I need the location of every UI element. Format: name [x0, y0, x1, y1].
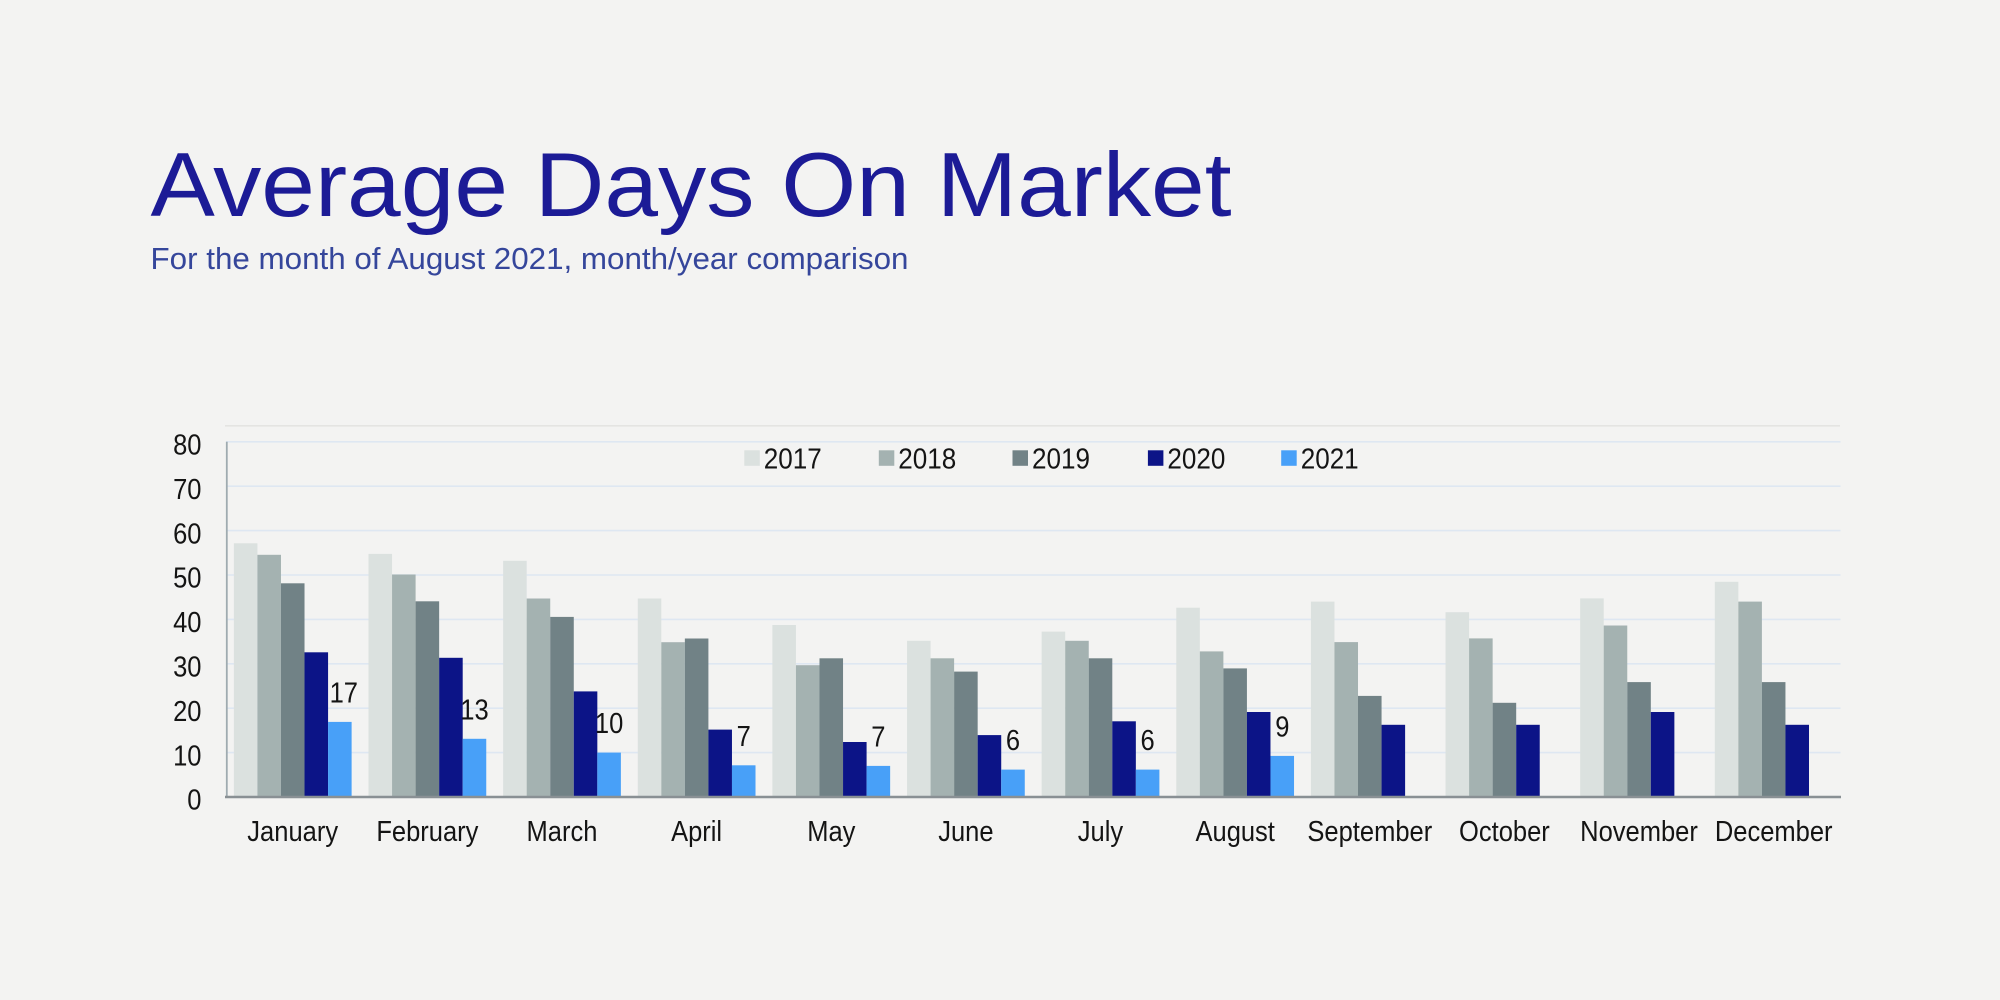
svg-text:10: 10	[595, 708, 623, 740]
svg-text:6: 6	[1141, 725, 1155, 757]
svg-text:February: February	[376, 816, 479, 848]
svg-text:2021: 2021	[1301, 444, 1359, 476]
svg-text:January: January	[247, 816, 338, 848]
svg-text:2019: 2019	[1032, 444, 1090, 476]
svg-text:September: September	[1307, 816, 1432, 848]
svg-text:80: 80	[173, 430, 201, 462]
svg-text:October: October	[1459, 816, 1550, 848]
svg-text:March: March	[527, 816, 598, 848]
svg-text:May: May	[807, 816, 856, 848]
svg-text:60: 60	[173, 518, 201, 550]
svg-text:13: 13	[460, 694, 488, 726]
svg-text:December: December	[1715, 816, 1833, 848]
svg-text:For the month of August 2021,: For the month of August 2021, month/year…	[151, 241, 909, 276]
svg-text:20: 20	[173, 696, 201, 728]
svg-text:50: 50	[173, 563, 201, 595]
svg-text:2020: 2020	[1167, 444, 1225, 476]
svg-text:10: 10	[173, 740, 201, 772]
svg-text:9: 9	[1275, 712, 1289, 744]
svg-text:17: 17	[330, 678, 358, 710]
svg-text:7: 7	[737, 721, 751, 753]
svg-text:6: 6	[1006, 725, 1020, 757]
svg-text:2018: 2018	[898, 444, 956, 476]
svg-text:April: April	[671, 816, 722, 848]
svg-text:0: 0	[187, 785, 201, 817]
svg-text:70: 70	[173, 474, 201, 506]
svg-text:August: August	[1196, 816, 1275, 848]
svg-text:June: June	[938, 816, 993, 848]
svg-text:Average Days On Market: Average Days On Market	[151, 135, 1232, 236]
svg-text:40: 40	[173, 607, 201, 639]
svg-text:7: 7	[871, 722, 885, 754]
svg-text:November: November	[1580, 816, 1698, 848]
svg-text:July: July	[1078, 816, 1124, 848]
svg-text:30: 30	[173, 652, 201, 684]
svg-text:2017: 2017	[764, 444, 822, 476]
